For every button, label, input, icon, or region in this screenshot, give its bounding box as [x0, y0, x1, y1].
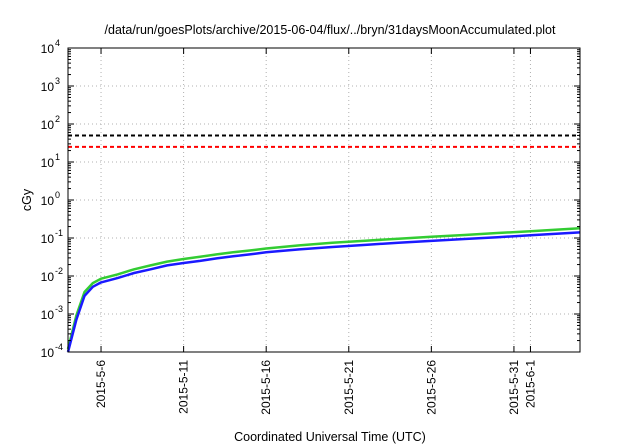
reference-lines — [68, 134, 580, 148]
x-tick-label: 2015-5-26 — [424, 360, 438, 415]
y-tick-label-exponent: 0 — [55, 190, 60, 200]
y-tick-label-exponent: 4 — [55, 38, 60, 48]
y-tick-label: 10 — [41, 118, 55, 132]
x-tick-label: 2015-5-31 — [507, 360, 521, 415]
series-line — [66, 227, 581, 350]
x-tick-label: 2015-5-16 — [259, 360, 273, 415]
y-tick-label: 10 — [41, 156, 55, 170]
y-tick-label: 10 — [41, 232, 55, 246]
x-tick-label: 2015-5-11 — [177, 360, 191, 414]
series-line — [66, 231, 581, 353]
y-axis-label: cGy — [20, 188, 34, 211]
x-tick-label: 2015-6-1 — [523, 360, 537, 408]
chart-title: /data/run/goesPlots/archive/2015-06-04/f… — [105, 23, 556, 37]
y-tick-label-exponent: -4 — [55, 342, 63, 352]
x-tick-label: 2015-5-21 — [342, 360, 356, 415]
y-tick-label-exponent: 1 — [55, 152, 60, 162]
y-tick-label-exponent: -2 — [55, 266, 63, 276]
y-tick-label-exponent: -3 — [55, 304, 63, 314]
y-tick-label: 10 — [41, 346, 55, 360]
y-tick-label: 10 — [41, 194, 55, 208]
series-lines — [66, 227, 581, 353]
y-tick-label-exponent: 2 — [55, 114, 60, 124]
x-axis-ticks: 2015-5-6 2015-5-11 2015-5-16 2015-5-21 2015-… — [94, 48, 537, 415]
y-tick-label-exponent: 3 — [55, 76, 60, 86]
y-tick-label: 10 — [41, 42, 55, 56]
x-tick-label: 2015-5-6 — [94, 360, 108, 408]
y-tick-label: 10 — [41, 270, 55, 284]
gridlines — [68, 48, 580, 352]
x-axis-label: Coordinated Universal Time (UTC) — [234, 430, 426, 444]
y-tick-label-exponent: -1 — [55, 228, 63, 238]
y-tick-label: 10 — [41, 80, 55, 94]
y-tick-label: 10 — [41, 308, 55, 322]
